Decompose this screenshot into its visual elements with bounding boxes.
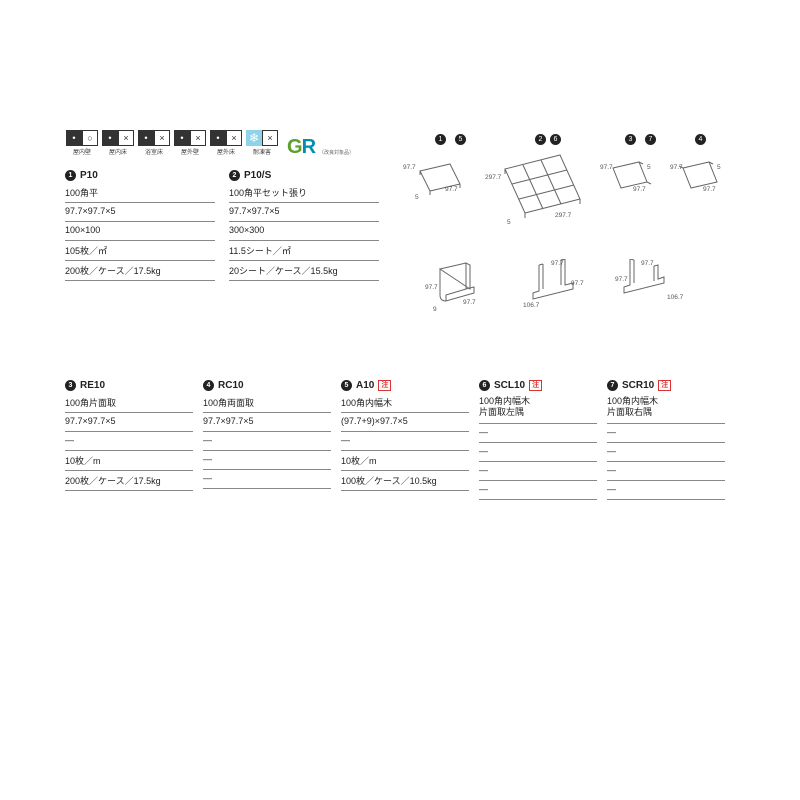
spec-cell: — [607,462,725,481]
spec-row-2: 3RE10 100角片面取 97.7×97.7×5 — 10枚／m 200枚／ケ… [65,378,735,500]
spec-code: RC10 [218,380,244,391]
spec-cell: — [607,481,725,500]
note-badge: 注 [378,380,391,391]
shape-diagrams: 1 2 3 4 5 6 7 97.7 97.7 5 297.7 297.7 5 [385,134,735,354]
spec-cell: — [607,424,725,443]
spec-cell: — [203,432,331,451]
gr-caption: （改良対象品） [319,149,354,156]
spec-cell: — [203,470,331,489]
spec-cell: — [479,462,597,481]
app-icon-outdoor-wall: 屋外壁 [173,130,207,156]
spec-cell: — [479,481,597,500]
spec-cell: 105枚／㎡ [65,241,215,261]
spec-cell: — [479,443,597,462]
spec-block-5: 5A10 注 100角内幅木 (97.7+9)×97.7×5 — 10枚／m 1… [341,378,469,500]
app-icon-bath-floor: 浴室床 [137,130,171,156]
note-badge: 注 [529,380,542,391]
snowflake-icon: ❄ [246,130,262,146]
spec-code: A10 [356,380,374,391]
spec-cell: 10枚／m [341,451,469,471]
gr-logo: GR [287,138,315,156]
spec-sheet: 屋内壁 屋内床 浴室床 屋外壁 屋外床 ❄ 耐凍害 GR （改良対象品） 1P1… [65,130,735,281]
app-icon-indoor-wall: 屋内壁 [65,130,99,156]
spec-cell: 100角片面取 [65,393,193,413]
spec-cell: 100枚／ケース／10.5kg [341,471,469,491]
spec-cell: — [203,451,331,470]
spec-cell: — [65,432,193,451]
spec-cell: 300×300 [229,222,379,241]
spec-cell: 97.7×97.7×5 [65,413,193,432]
spec-block-4: 4RC10 100角両面取 97.7×97.7×5 — — — [203,378,331,500]
spec-cell: 20シート／ケース／15.5kg [229,261,379,281]
spec-cell: 11.5シート／㎡ [229,241,379,261]
spec-cell: (97.7+9)×97.7×5 [341,413,469,432]
spec-code: SCR10 [622,380,654,391]
spec-cell: 97.7×97.7×5 [65,203,215,222]
app-icon-outdoor-floor: 屋外床 [209,130,243,156]
spec-code: SCL10 [494,380,525,391]
spec-cell: 97.7×97.7×5 [229,203,379,222]
spec-cell: 100角内幅木 [341,393,469,413]
spec-cell: — [479,424,597,443]
spec-cell: 100角平 [65,183,215,203]
spec-cell: 200枚／ケース／17.5kg [65,471,193,491]
app-icon-frost: ❄ 耐凍害 [245,130,279,156]
spec-cell: 100角両面取 [203,393,331,413]
app-icon-indoor-floor: 屋内床 [101,130,135,156]
spec-cell: 97.7×97.7×5 [203,413,331,432]
spec-cell: 100角平セット張り [229,183,379,203]
spec-code: P10 [80,170,98,181]
spec-code: RE10 [80,380,105,391]
spec-cell: 200枚／ケース／17.5kg [65,261,215,281]
spec-cell: — [607,443,725,462]
spec-cell: 100角内幅木 片面取左隅 [479,393,597,424]
spec-cell: 100角内幅木 片面取右隅 [607,393,725,424]
spec-cell: 100×100 [65,222,215,241]
note-badge: 注 [658,380,671,391]
spec-block-3: 3RE10 100角片面取 97.7×97.7×5 — 10枚／m 200枚／ケ… [65,378,193,500]
spec-code: P10/S [244,170,271,181]
spec-cell: — [341,432,469,451]
spec-cell: 10枚／m [65,451,193,471]
spec-block-7: 7SCR10 注 100角内幅木 片面取右隅 — — — — [607,378,725,500]
spec-block-2: 2P10/S 100角平セット張り 97.7×97.7×5 300×300 11… [229,168,379,281]
spec-block-6: 6SCL10 注 100角内幅木 片面取左隅 — — — — [479,378,597,500]
spec-block-1: 1P10 100角平 97.7×97.7×5 100×100 105枚／㎡ 20… [65,168,215,281]
